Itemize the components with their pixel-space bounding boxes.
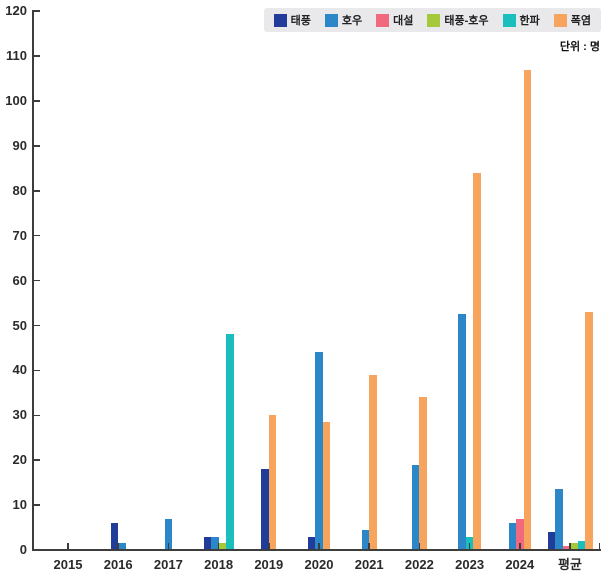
y-tick-label: 50: [12, 317, 27, 333]
x-tick: [468, 543, 471, 549]
x-tick: [117, 543, 119, 549]
x-tick: [268, 543, 270, 549]
legend-item-대설: 대설: [376, 12, 413, 28]
legend-label: 태풍: [290, 15, 311, 27]
y-tick-label: 100: [5, 93, 27, 108]
x-tick: [418, 543, 421, 549]
y-tick: [34, 234, 40, 237]
x-tick: [368, 543, 370, 549]
y-tick-label: 20: [12, 452, 27, 468]
y-tick: [34, 55, 40, 57]
bar-2020-호우: [315, 352, 323, 550]
x-tick: [318, 543, 320, 549]
x-tick: [519, 543, 521, 549]
legend-label: 한파: [519, 15, 540, 27]
x-tick-label: 2016: [103, 557, 133, 572]
y-tick: [34, 459, 40, 461]
legend-label: 태풍-호우: [444, 15, 489, 27]
bar-2021-호우: [361, 529, 370, 550]
x-tick: [167, 543, 170, 549]
legend-swatch-icon: [324, 13, 338, 27]
y-tick-label: 80: [12, 182, 27, 198]
y-tick: [34, 100, 40, 102]
y-tick-label: 10: [12, 497, 27, 513]
legend-item-태풍: 태풍: [273, 12, 311, 28]
bar-2023-폭염: [473, 172, 481, 550]
x-tick-label: 2023: [455, 557, 485, 572]
y-tick: [34, 504, 40, 506]
y-tick: [34, 369, 40, 372]
bar-평균-태풍-호우: [570, 543, 578, 550]
legend-label: 폭염: [570, 15, 591, 27]
bar-2019-태풍: [261, 469, 269, 550]
bar-2019-폭염: [268, 415, 277, 550]
x-axis-end-tick: [598, 543, 600, 549]
bar-2017-호우: [164, 518, 173, 550]
bar-2024-폭염: [523, 69, 532, 550]
bar-평균-호우: [555, 489, 563, 550]
x-axis-line: [32, 549, 601, 551]
x-tick-label: 2015: [53, 557, 83, 572]
bar-2020-태풍: [307, 536, 316, 550]
legend-swatch-icon: [553, 13, 567, 27]
x-tick-label: 2021: [354, 557, 384, 572]
bar-2024-대설: [516, 518, 524, 550]
bar-2018-태풍-호우: [218, 543, 227, 550]
legend: 태풍 호우 대설 태풍-호우 한파 폭염: [263, 8, 601, 32]
x-tick: [217, 543, 220, 549]
y-tick-label: 90: [12, 137, 27, 153]
x-tick: [569, 543, 571, 549]
legend-swatch-icon: [427, 13, 441, 27]
legend-item-한파: 한파: [502, 12, 540, 28]
bar-2018-호우: [211, 536, 219, 550]
legend-item-태풍-호우: 태풍-호우: [427, 12, 489, 28]
x-tick-label: 평균: [558, 557, 582, 572]
y-axis-line: [32, 10, 34, 551]
bar-2024-호우: [508, 523, 517, 550]
x-tick-label: 2017: [153, 557, 183, 572]
bar-2018-태풍: [203, 536, 212, 550]
bar-2018-한파: [226, 334, 234, 550]
x-tick: [67, 543, 69, 549]
y-tick-label: 120: [5, 3, 27, 19]
y-tick: [34, 145, 40, 147]
bar-평균-태풍: [547, 532, 555, 550]
bar-2022-폭염: [419, 397, 427, 550]
x-tick-label: 2019: [254, 557, 284, 572]
bar-2016-호우: [118, 543, 126, 550]
x-tick-label: 2024: [505, 557, 535, 572]
y-tick-label: 70: [12, 227, 27, 243]
bar-2022-호우: [411, 464, 420, 550]
legend-swatch-icon: [376, 13, 390, 27]
legend-label: 대설: [393, 15, 414, 27]
bar-2020-폭염: [322, 422, 331, 550]
y-tick-label: 30: [12, 407, 27, 423]
legend-label: 호우: [341, 15, 363, 27]
y-tick: [34, 190, 40, 192]
bar-2023-호우: [458, 314, 466, 550]
y-tick: [34, 324, 40, 327]
bar-평균-한파: [577, 541, 585, 550]
y-tick-label: 40: [12, 362, 27, 378]
y-tick: [34, 414, 40, 417]
x-tick-label: 2018: [204, 557, 234, 572]
bar-2016-태풍: [110, 523, 119, 550]
y-tick-label: 110: [6, 48, 27, 64]
y-tick-label: 0: [19, 542, 27, 557]
y-tick-label: 60: [12, 272, 27, 288]
legend-swatch-icon: [502, 13, 516, 27]
y-tick: [34, 10, 40, 12]
legend-item-폭염: 폭염: [553, 12, 591, 28]
legend-item-호우: 호우: [324, 12, 363, 28]
x-tick-label: 2020: [304, 557, 334, 572]
x-tick-label: 2022: [404, 557, 434, 572]
bar-평균-대설: [562, 545, 570, 550]
bar-2021-폭염: [369, 374, 377, 550]
legend-swatch-icon: [273, 13, 287, 27]
y-tick: [34, 279, 40, 282]
bar-평균-폭염: [585, 312, 593, 550]
unit-label: 단위 : 명: [559, 41, 600, 53]
